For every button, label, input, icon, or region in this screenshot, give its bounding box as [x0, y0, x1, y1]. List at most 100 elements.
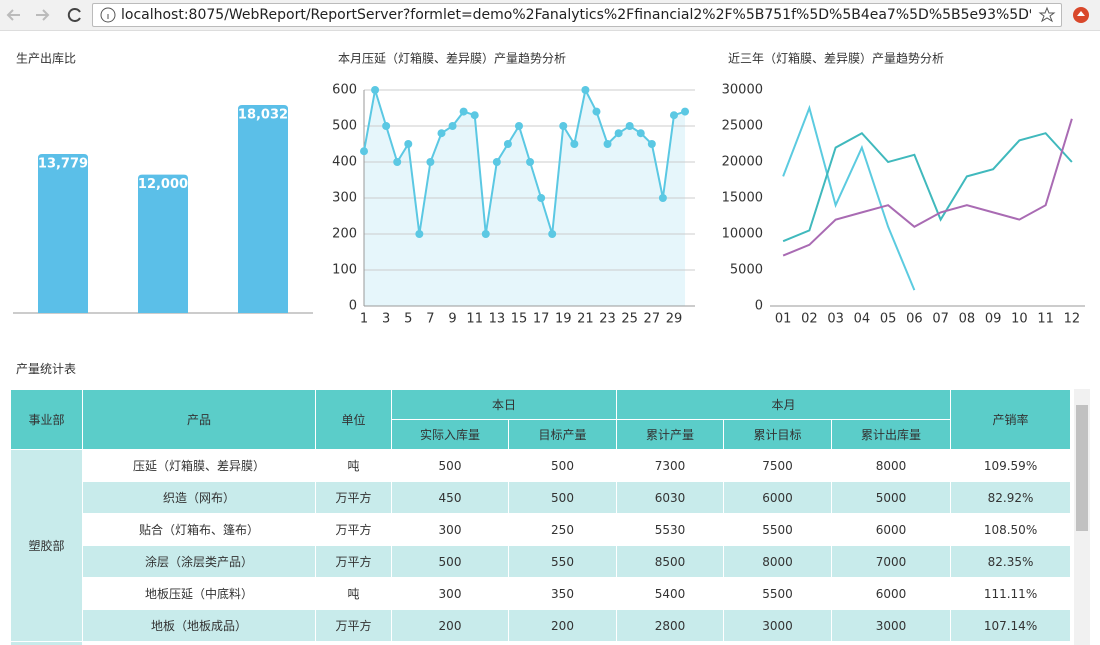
table-cell: 织造（网布） [82, 481, 316, 514]
table-cell: 7000 [831, 545, 952, 578]
x-tick-label: 08 [959, 312, 976, 327]
header-cell: 本月 [616, 389, 952, 420]
star-icon[interactable] [1037, 5, 1057, 25]
point [669, 111, 678, 120]
point [537, 194, 546, 202]
scrollbar[interactable] [1074, 389, 1090, 645]
x-tick-label: 9 [448, 312, 456, 327]
address-bar[interactable]: localhost:8075/WebReport/ReportServer?fo… [92, 3, 1062, 27]
y-tick-label: 5000 [730, 263, 763, 278]
table-cell: 地板（地板成品） [82, 609, 316, 642]
point [647, 140, 656, 148]
table-cell: 107.14% [950, 609, 1072, 642]
table-cell: 吨 [315, 449, 392, 482]
table-cell: 250 [507, 513, 618, 546]
table-cell: 6030 [616, 481, 725, 514]
table-cell: 6000 [831, 577, 952, 610]
line [782, 118, 1073, 257]
table-cell: 涂层（涂层类产品） [82, 545, 316, 578]
scroll-thumb[interactable] [1076, 405, 1088, 531]
table-cell: 3000 [831, 609, 952, 642]
point [360, 147, 368, 156]
table-cell: 500 [507, 449, 618, 482]
x-tick-label: 19 [555, 312, 572, 327]
back[interactable] [6, 9, 20, 21]
y-tick-label: 0 [349, 299, 357, 314]
table-row: 塑胶部 压延（灯箱膜、差异膜）吨 500 500 7300 7500 8000 109.59% [10, 449, 1072, 642]
table-cell: 500 [507, 481, 618, 514]
point [437, 129, 446, 138]
bar [238, 105, 288, 313]
point [636, 129, 645, 138]
browser-bar: localhost:8075/WebReport/ReportServer?fo… [0, 0, 1100, 31]
point [492, 158, 501, 166]
table-cell: 5530 [616, 513, 725, 546]
point [681, 107, 690, 116]
bar [138, 174, 188, 313]
x-tick-label: 03 [827, 312, 844, 327]
table-cell: 6000 [831, 513, 952, 546]
y-tick-label: 30000 [722, 83, 763, 98]
table-cell: 550 [507, 545, 618, 578]
y-tick-label: 100 [332, 263, 357, 278]
table-cell: 8500 [616, 545, 725, 578]
y-tick-label: 600 [332, 83, 357, 98]
table-title: 产量统计表 [16, 362, 77, 376]
table-cell: 300 [391, 577, 509, 610]
y-tick-label: 20000 [722, 155, 763, 170]
point [393, 158, 402, 166]
x-tick-label: 01 [775, 312, 792, 327]
point [559, 122, 568, 130]
point [448, 122, 457, 130]
bar [38, 154, 88, 313]
extension-icon[interactable] [1071, 5, 1091, 25]
header-row: 事业部 产品 单位 本日 本月 产销率 [10, 389, 1072, 450]
table-cell: 350 [507, 577, 618, 610]
y-tick-label: 300 [332, 191, 357, 206]
table-cell: 100 [391, 641, 509, 645]
header-cell: 产销率 [950, 389, 1072, 450]
forward[interactable] [36, 9, 50, 21]
value-label: 18,032 [238, 108, 288, 123]
table-cell: 450 [391, 481, 509, 514]
point [503, 140, 512, 148]
table-cell: 吨 [315, 641, 392, 645]
x-tick-label: 13 [489, 312, 506, 327]
y-tick-label: 25000 [722, 119, 763, 134]
x-tick-label: 04 [854, 312, 871, 327]
y-tick-label: 200 [332, 227, 357, 242]
table-cell: 500 [391, 545, 509, 578]
chart-title: 生产出库比 [16, 51, 76, 66]
table-cell: 5400 [616, 577, 725, 610]
table-cell: 5500 [723, 577, 833, 610]
x-tick-label: 23 [599, 312, 616, 327]
table-cell: 切片 [82, 641, 316, 645]
x-tick-label: 17 [533, 312, 550, 327]
line [782, 104, 916, 291]
table-cell: 万平方 [315, 545, 392, 578]
table-row: 地板压延（中底料）吨 300 350 5400 5500 6000 111.11% [11, 577, 1072, 610]
table-cell: 7300 [616, 449, 725, 482]
value-label: 12,000 [138, 177, 188, 192]
table: 事业部 产品 单位 本日 本月 产销率 实际入库量 目标产量 累计产量 累计目标 累计出库量 塑胶部压… [10, 389, 1072, 645]
point [481, 230, 490, 238]
header-cell: 本日 [390, 389, 618, 420]
charts: 生产出库比 13,779 12,000 18,032 本月压延（灯箱膜、差异膜）产量趋势… [13, 51, 1085, 327]
y-tick-label: 10000 [722, 227, 763, 242]
x-tick-label: 3 [382, 312, 390, 327]
table-cell: 8000 [723, 545, 833, 578]
point [625, 122, 634, 130]
x-tick-label: 21 [577, 312, 594, 327]
table-cell: 5500 [723, 513, 833, 546]
table-cell: 地板压延（中底料） [82, 577, 316, 610]
point [581, 86, 590, 94]
table-cell: 200 [507, 609, 618, 642]
table-cell: 压延（灯箱膜、差异膜） [82, 449, 316, 482]
reload[interactable] [67, 8, 81, 22]
table-cell: 109.59% [950, 449, 1072, 482]
table-cell: 200 [391, 609, 509, 642]
x-tick-label: 11 [466, 312, 483, 327]
header-cell: 目标产量 [507, 419, 618, 450]
x-tick-label: 1 [360, 312, 368, 327]
